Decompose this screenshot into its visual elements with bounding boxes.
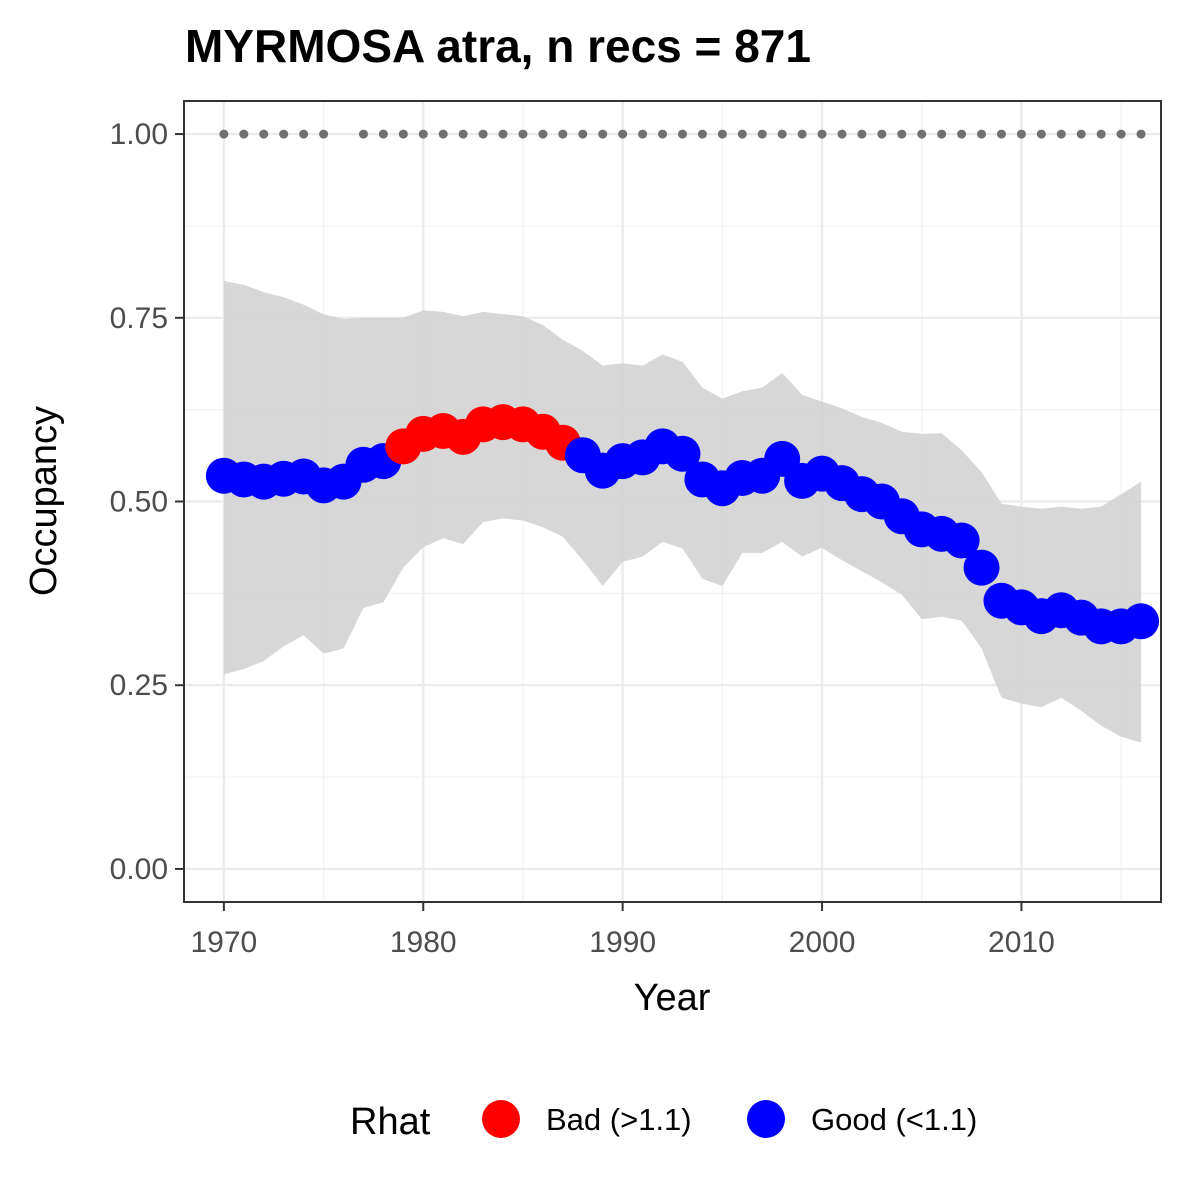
- y-tick-label: 0.75: [110, 302, 168, 335]
- occupancy-point: [943, 522, 980, 559]
- recorded-year-dot: [398, 129, 408, 139]
- recorded-year-dot: [917, 129, 927, 139]
- x-tick-label: 2000: [789, 926, 856, 959]
- recorded-year-dot: [638, 129, 648, 139]
- recorded-year-dot: [478, 129, 488, 139]
- x-axis-title: Year: [634, 977, 711, 1019]
- recorded-year-dot: [618, 129, 628, 139]
- recorded-year-dot: [279, 129, 289, 139]
- recorded-year-dot: [1116, 129, 1126, 139]
- plot-panel: [183, 100, 1162, 903]
- recorded-year-dot: [717, 129, 727, 139]
- recorded-year-dot: [498, 129, 508, 139]
- recorded-year-dot: [817, 129, 827, 139]
- legend-label-bad: Bad (>1.1): [546, 1102, 692, 1137]
- y-axis: 0.00 0.25 0.50 0.75 1.00: [110, 118, 184, 886]
- x-tick-label: 1970: [191, 926, 258, 959]
- occupancy-points: [205, 404, 1160, 645]
- recorded-year-dot: [358, 129, 368, 139]
- recorded-year-dot: [957, 129, 967, 139]
- x-tick-label: 1980: [390, 926, 457, 959]
- recorded-year-dot: [777, 129, 787, 139]
- recorded-year-dot: [319, 129, 329, 139]
- recorded-year-dot: [737, 129, 747, 139]
- legend-key-good: [747, 1100, 785, 1138]
- recorded-year-dot: [1136, 129, 1146, 139]
- credible-interval-ribbon: [223, 281, 1142, 743]
- y-tick-label: 0.00: [110, 853, 168, 886]
- occupancy-point: [963, 549, 1000, 586]
- recorded-year-dot: [598, 129, 608, 139]
- recorded-year-dot: [1036, 129, 1046, 139]
- recorded-year-dot: [378, 129, 388, 139]
- x-tick-label: 1990: [589, 926, 656, 959]
- recorded-year-dot: [259, 129, 269, 139]
- recorded-year-dot: [418, 129, 428, 139]
- recorded-year-dot: [877, 129, 887, 139]
- x-axis: 1970 1980 1990 2000 2010: [191, 902, 1055, 959]
- recorded-year-dot: [697, 129, 707, 139]
- y-axis-title: Occupancy: [23, 406, 65, 596]
- legend-label-good: Good (<1.1): [811, 1102, 977, 1137]
- recorded-year-dot: [996, 129, 1006, 139]
- recorded-year-dot: [558, 129, 568, 139]
- recorded-year-dot: [1056, 129, 1066, 139]
- recorded-year-dot: [1016, 129, 1026, 139]
- legend-title: Rhat: [350, 1101, 431, 1143]
- y-tick-label: 1.00: [110, 118, 168, 151]
- recorded-year-dot: [578, 129, 588, 139]
- recorded-year-dot: [977, 129, 987, 139]
- y-tick-label: 0.25: [110, 669, 168, 702]
- recorded-year-dot: [538, 129, 548, 139]
- recorded-year-dot: [677, 129, 687, 139]
- recorded-year-markers: [219, 129, 1146, 139]
- recorded-year-dot: [518, 129, 528, 139]
- recorded-year-dot: [299, 129, 309, 139]
- x-tick-label: 2010: [988, 926, 1055, 959]
- recorded-year-dot: [219, 129, 229, 139]
- occupancy-point: [1123, 603, 1160, 640]
- recorded-year-dot: [458, 129, 468, 139]
- legend: Rhat Bad (>1.1) Good (<1.1): [350, 1100, 977, 1143]
- recorded-year-dot: [1076, 129, 1086, 139]
- recorded-year-dot: [837, 129, 847, 139]
- occupancy-point: [664, 435, 701, 472]
- recorded-year-dot: [658, 129, 668, 139]
- y-tick-label: 0.50: [110, 486, 168, 519]
- recorded-year-dot: [1096, 129, 1106, 139]
- recorded-year-dot: [797, 129, 807, 139]
- legend-key-bad: [482, 1100, 520, 1138]
- recorded-year-dot: [937, 129, 947, 139]
- recorded-year-dot: [239, 129, 249, 139]
- recorded-year-dot: [757, 129, 767, 139]
- chart-title: MYRMOSA atra, n recs = 871: [185, 20, 811, 72]
- recorded-year-dot: [897, 129, 907, 139]
- recorded-year-dot: [438, 129, 448, 139]
- recorded-year-dot: [857, 129, 867, 139]
